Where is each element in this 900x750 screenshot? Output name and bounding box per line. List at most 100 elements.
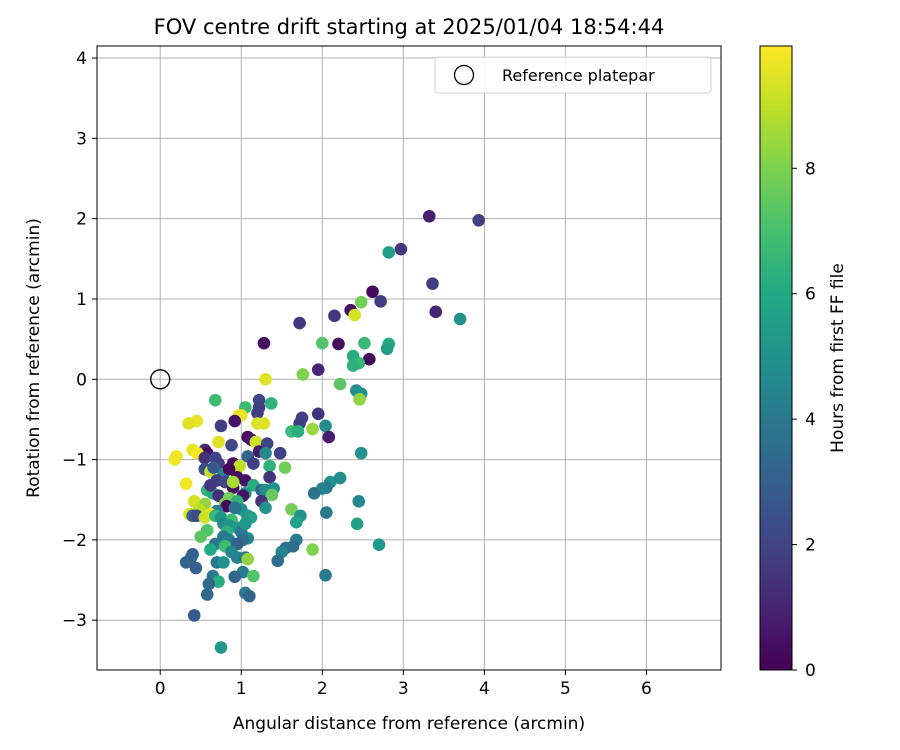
data-point [260, 437, 274, 450]
data-point [247, 569, 260, 583]
colorbar-tick-label: 2 [805, 536, 816, 556]
data-point [472, 213, 485, 227]
data-point [350, 517, 364, 531]
chart-title: FOV centre drift starting at 2025/01/04 … [154, 15, 665, 39]
grid [97, 46, 721, 670]
data-point [194, 530, 208, 543]
data-point [233, 459, 246, 473]
colorbar-tick-label: 0 [805, 661, 816, 681]
data-point [263, 470, 276, 484]
data-point [217, 556, 230, 569]
data-point [346, 359, 360, 372]
data-point [332, 337, 345, 351]
y-tick-label: 0 [76, 370, 87, 390]
x-tick-label: 5 [560, 679, 571, 699]
data-point [189, 561, 203, 575]
reference-marker-layer [150, 369, 171, 390]
data-point [198, 451, 212, 465]
data-point [249, 435, 263, 449]
data-point [320, 506, 333, 519]
data-point [382, 246, 396, 259]
data-point [204, 543, 217, 556]
data-point [198, 511, 212, 524]
colorbar-ticks: 0 2 4 6 8 [792, 159, 816, 681]
data-point [362, 352, 376, 366]
y-tick-label: −2 [62, 531, 87, 551]
data-point [273, 446, 287, 460]
data-point [259, 446, 272, 460]
y-tick-label: 1 [76, 290, 87, 310]
data-point [453, 312, 467, 326]
data-point [354, 446, 368, 460]
legend-entry-reference-platepar: Reference platepar [502, 66, 655, 85]
data-point [265, 488, 279, 502]
y-axis-ticks: −3 −2 −1 0 1 2 3 4 [62, 49, 97, 631]
data-point [306, 422, 319, 436]
data-point [251, 406, 264, 420]
data-point [202, 577, 216, 591]
data-point [333, 471, 347, 485]
data-point [319, 419, 332, 433]
data-point [182, 417, 195, 430]
x-tick-label: 3 [398, 679, 409, 699]
data-point [354, 295, 368, 309]
colorbar-tick-label: 4 [805, 410, 816, 430]
plot-frame [96, 45, 722, 671]
data-point [259, 501, 272, 515]
legend-box [434, 56, 712, 94]
colorbar-label: Hours from first FF file [828, 263, 848, 453]
data-point [257, 336, 271, 350]
data-point [328, 309, 341, 323]
data-point [319, 568, 332, 582]
data-point [241, 552, 255, 566]
legend: Reference platepar [434, 56, 712, 94]
data-point [239, 517, 252, 531]
data-point [168, 453, 182, 466]
reference-platepar-marker [150, 369, 171, 390]
x-tick-label: 1 [236, 679, 247, 699]
colorbar-gradient [759, 45, 793, 671]
data-point [228, 570, 242, 584]
data-point [296, 368, 310, 381]
data-point [214, 419, 228, 433]
y-tick-label: −1 [62, 451, 87, 471]
y-tick-label: 3 [76, 129, 87, 149]
data-point [394, 242, 408, 256]
data-point [222, 462, 236, 476]
data-point [306, 543, 319, 556]
data-point [374, 295, 387, 308]
colorbar: 0 2 4 6 8 Hours from first FF file [759, 45, 848, 681]
data-point [179, 556, 193, 569]
y-tick-label: 4 [76, 49, 87, 69]
data-point [285, 503, 298, 516]
data-point [366, 285, 379, 299]
x-axis-ticks: 0 1 2 3 4 5 6 [155, 670, 652, 699]
data-points [168, 209, 485, 654]
x-tick-label: 0 [155, 679, 166, 699]
data-point [243, 589, 256, 603]
data-point [200, 588, 214, 601]
data-point [271, 554, 285, 568]
data-point [372, 538, 386, 552]
data-point [307, 487, 321, 500]
x-tick-label: 2 [317, 679, 328, 699]
data-point [212, 435, 225, 449]
data-point [333, 377, 347, 391]
data-point [348, 308, 362, 322]
data-point [293, 316, 306, 330]
data-point [251, 417, 264, 430]
data-point [264, 397, 278, 410]
data-point [207, 461, 220, 474]
data-point [315, 336, 329, 350]
data-point [290, 515, 303, 529]
data-point [179, 477, 193, 490]
data-point [311, 407, 325, 421]
data-point [380, 342, 394, 356]
data-point [353, 393, 366, 406]
y-tick-label: −3 [62, 611, 87, 631]
x-tick-label: 4 [479, 679, 490, 699]
data-point [358, 336, 371, 350]
data-point [278, 461, 292, 474]
x-axis-label: Angular distance from reference (arcmin) [233, 714, 585, 734]
